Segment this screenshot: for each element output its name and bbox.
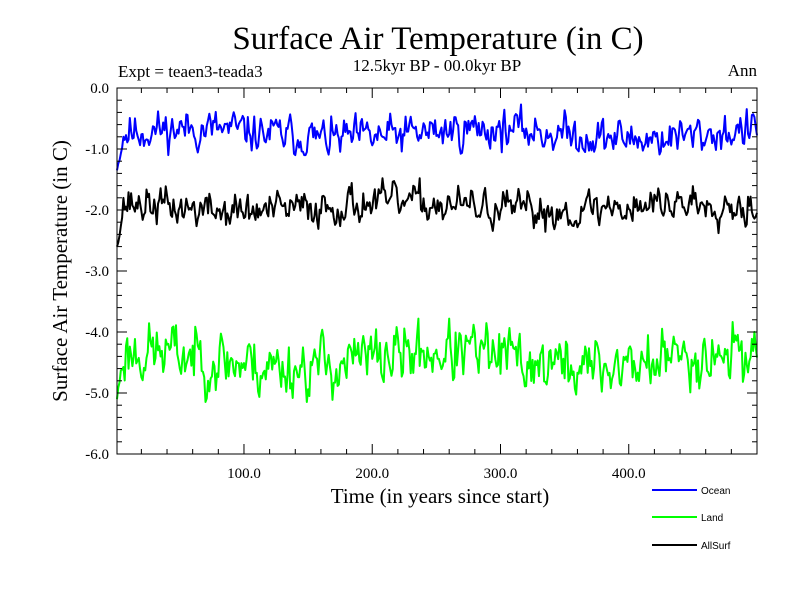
x-tick-label: 100.0 <box>227 466 261 482</box>
x-tick-label: 200.0 <box>355 466 389 482</box>
period-label: Ann <box>728 61 758 80</box>
y-tick-label: -6.0 <box>85 447 109 463</box>
chart-title: Surface Air Temperature (in C) <box>232 21 643 57</box>
x-tick-labels: 100.0 200.0 300.0 400.0 <box>227 466 646 482</box>
y-tick-label: -1.0 <box>85 142 109 158</box>
legend-label-land: Land <box>701 513 723 524</box>
experiment-label: Expt = teaen3-teada3 <box>118 62 263 81</box>
x-axis-label: Time (in years since start) <box>331 484 550 508</box>
y-tick-label: -3.0 <box>85 264 109 280</box>
legend-label-allsurf: AllSurf <box>701 541 731 552</box>
y-tick-label: -4.0 <box>85 325 109 341</box>
chart-subtitle: 12.5kyr BP - 00.0kyr BP <box>353 56 521 75</box>
y-tick-labels: 0.0 -1.0 -2.0 -3.0 -4.0 -5.0 -6.0 <box>85 81 109 463</box>
y-tick-label: -5.0 <box>85 386 109 402</box>
y-axis-label: Surface Air Temperature (in C) <box>48 140 72 402</box>
y-tick-label: 0.0 <box>90 81 109 97</box>
x-tick-label: 300.0 <box>484 466 518 482</box>
series-line-allsurf <box>116 177 758 247</box>
series-line-land <box>116 317 758 403</box>
legend: Ocean Land AllSurf <box>652 486 731 552</box>
y-tick-label: -2.0 <box>85 203 109 219</box>
legend-label-ocean: Ocean <box>701 486 730 497</box>
ticks-layer <box>117 87 757 455</box>
x-tick-label: 400.0 <box>612 466 646 482</box>
series-line-ocean <box>116 103 758 171</box>
series-layer <box>116 103 758 403</box>
